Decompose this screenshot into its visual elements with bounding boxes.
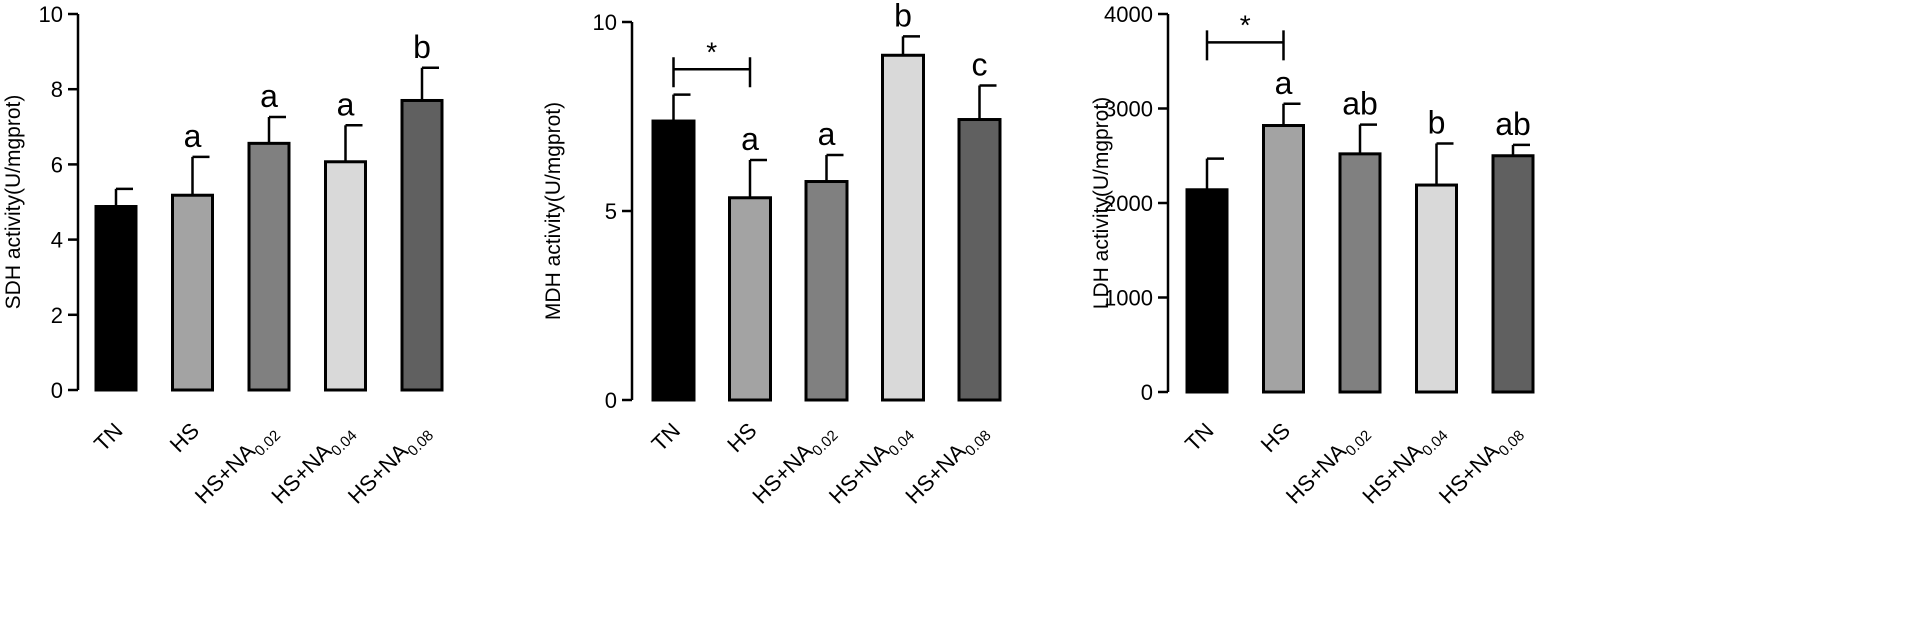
ldh-category-main: HS+NA [1281,438,1351,508]
mdh-significance-letter: b [894,0,912,33]
sdh-bar [247,141,291,392]
mdh-significance-letter: c [972,47,988,83]
ldh-significance-letter: ab [1342,86,1378,122]
sdh-bar [171,193,214,392]
sdh-significance-letter: b [413,29,431,65]
sdh-y-axis-title: SDH activity(U/mgprot) [2,95,25,310]
mdh-bar [728,196,772,402]
sdh-y-tick-label: 4 [51,228,63,253]
sdh-category-label: HS+NA0.08 [343,418,437,512]
ldh-category-label: HS+NA0.04 [1357,418,1451,512]
ldh-category-main: HS+NA [1434,438,1504,508]
ldh-chart-panel: 0 1000 2000 3000 4000 LDH activity(U/mgprot) T… [1090,2,1535,512]
mdh-category-label: HS [722,418,761,457]
ldh-bar [1415,183,1458,394]
sdh-significance-letter: a [260,78,278,114]
sdh-y-tick-label: 2 [51,303,63,328]
mdh-category-label: HS+NA0.04 [824,418,918,512]
sdh-bar [400,98,444,392]
sdh-y-tick-label: 10 [39,2,63,27]
ldh-bar [1338,152,1382,394]
ldh-significance-letter: a [1275,65,1293,101]
mdh-category-label: HS+NA0.02 [747,418,841,512]
ldh-category-main: TN [1180,418,1218,456]
ldh-category-label: HS+NA0.08 [1434,418,1528,512]
sdh-category-main: HS+NA [266,438,336,508]
mdh-category-label: TN [647,418,685,456]
mdh-y-tick-label: 0 [605,388,617,413]
sdh-category-main: HS [165,418,204,457]
ldh-category-main: HS [1256,418,1295,457]
sdh-y-tick-label: 0 [51,378,63,403]
ldh-y-tick-label: 4000 [1104,2,1153,27]
sdh-significance-letter: a [184,118,202,154]
ldh-y-tick-label: 3000 [1104,97,1153,122]
mdh-significance-star: * [706,36,717,67]
sdh-y-tick-label: 8 [51,77,63,102]
sdh-chart-panel: 0 2 4 6 8 10 SDH activity(U/mgprot) TN a HS a HS+NA… [2,2,444,512]
sdh-category-label: HS+NA0.04 [266,418,360,512]
sdh-significance-letter: a [337,86,355,122]
sdh-category-main: TN [89,418,127,456]
ldh-category-main: HS+NA [1357,438,1427,508]
mdh-bar [957,118,1002,402]
sdh-y-tick-label: 6 [51,152,63,177]
ldh-bar [1491,154,1535,394]
mdh-category-main: HS+NA [900,438,970,508]
ldh-significance-star: * [1240,9,1251,40]
mdh-bar [804,180,849,402]
ldh-y-tick-label: 1000 [1104,286,1153,311]
sdh-category-main: HS+NA [190,438,260,508]
sdh-category-label: HS [165,418,204,457]
sdh-category-main: HS+NA [343,438,413,508]
ldh-bar [1185,188,1229,394]
mdh-y-axis-title: MDH activity(U/mgprot) [542,102,565,320]
mdh-bar [881,53,925,402]
mdh-chart-panel: 0 5 10 MDH activity(U/mgprot) TN a HS a HS+NA0.0… [542,0,1002,512]
mdh-significance-letter: a [741,121,759,157]
sdh-category-label: TN [89,418,127,456]
mdh-category-main: HS+NA [747,438,817,508]
mdh-significance-letter: a [818,116,836,152]
ldh-category-label: TN [1180,418,1218,456]
sdh-bar [324,160,367,392]
mdh-category-main: TN [647,418,685,456]
sdh-bar [94,205,138,392]
mdh-category-label: HS+NA0.08 [900,418,994,512]
mdh-bar [651,119,696,402]
ldh-category-label: HS [1256,418,1295,457]
mdh-y-tick-label: 10 [593,10,617,35]
ldh-category-label: HS+NA0.02 [1281,418,1375,512]
ldh-y-tick-label: 2000 [1104,191,1153,216]
ldh-significance-letter: ab [1495,106,1531,142]
mdh-category-main: HS+NA [824,438,894,508]
mdh-category-main: HS [722,418,761,457]
mdh-y-tick-label: 5 [605,199,617,224]
ldh-significance-letter: b [1428,104,1446,140]
sdh-category-label: HS+NA0.02 [190,418,284,512]
ldh-bar [1262,124,1305,394]
ldh-y-axis-title: LDH activity(U/mgprot) [1090,97,1113,309]
ldh-y-tick-label: 0 [1141,380,1153,405]
